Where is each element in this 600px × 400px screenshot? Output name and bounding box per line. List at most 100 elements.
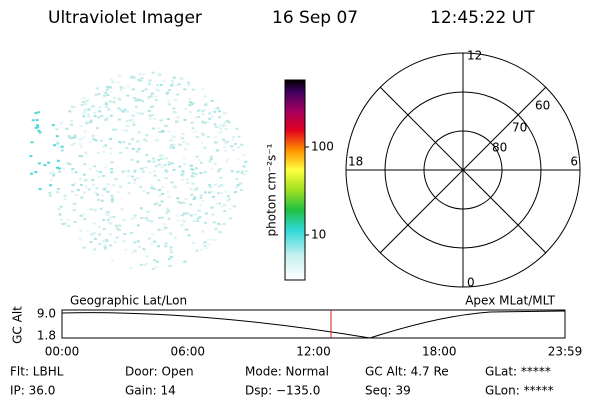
speckle (206, 135, 210, 138)
speckle (177, 119, 180, 122)
speckle (234, 143, 237, 145)
speckle (240, 189, 244, 191)
speckle (102, 174, 105, 177)
speckle (80, 155, 84, 158)
speckle (180, 77, 184, 80)
speckle (225, 158, 229, 161)
speckle (193, 213, 197, 216)
speckle (176, 219, 180, 222)
speckle (240, 171, 244, 174)
speckle (195, 187, 199, 190)
speckle (128, 142, 131, 145)
speckle (122, 140, 126, 143)
speckle (104, 101, 108, 104)
speckle (142, 190, 146, 193)
speckle (203, 241, 207, 244)
speckle (186, 181, 190, 184)
speckle (147, 109, 151, 112)
speckle (160, 83, 163, 86)
speckle (158, 194, 162, 197)
speckle (115, 227, 119, 230)
speckle (160, 158, 164, 160)
speckle (70, 171, 74, 174)
speckle (125, 110, 129, 113)
speckle (151, 233, 155, 236)
speckle (167, 163, 171, 166)
speckle (184, 107, 188, 110)
speckle (102, 219, 106, 221)
speckle (223, 140, 227, 143)
speckle (108, 152, 112, 155)
speckle (185, 178, 189, 181)
speckle (180, 174, 184, 177)
speckle (236, 170, 240, 173)
speckle (231, 139, 235, 141)
speckle (216, 107, 220, 110)
speckle (219, 123, 223, 126)
speckle (91, 178, 95, 181)
speckle (119, 85, 123, 88)
speckle (168, 264, 172, 267)
speckle (85, 121, 89, 124)
speckle (111, 81, 115, 84)
title: Ultraviolet Imager (48, 8, 202, 28)
speckle (56, 191, 60, 194)
speckle (174, 98, 178, 101)
speckle (199, 204, 203, 206)
speckle (70, 105, 74, 108)
speckle (189, 188, 193, 190)
speckle (72, 142, 76, 145)
speckle (158, 217, 161, 219)
speckle (197, 116, 201, 118)
speckle (189, 214, 193, 217)
colorbar-tick-label: 10 (311, 228, 326, 242)
speckle (152, 170, 156, 173)
speckle (112, 101, 116, 104)
speckle (157, 179, 161, 182)
speckle (154, 95, 158, 98)
speckle (150, 184, 154, 187)
speckle (109, 137, 113, 140)
speckle (114, 178, 118, 181)
speckle (108, 233, 112, 236)
speckle (102, 188, 106, 191)
speckle (139, 79, 143, 82)
speckle (60, 122, 63, 125)
speckle (117, 96, 121, 99)
speckle (155, 139, 159, 142)
colorbar-tick-label: 100 (311, 140, 334, 154)
colorbar-label: photon cm⁻²s⁻¹ (265, 143, 279, 236)
speckle (160, 165, 164, 168)
speckle (129, 267, 133, 270)
uv-image (29, 71, 248, 270)
speckle (89, 106, 93, 109)
speckle (98, 106, 102, 109)
speckle (47, 161, 51, 164)
speckle (164, 169, 168, 172)
speckle (70, 123, 73, 126)
speckle (139, 263, 143, 266)
speckle (117, 107, 121, 110)
speckle (165, 92, 169, 95)
speckle (208, 160, 212, 163)
speckle (97, 175, 101, 178)
speckle (72, 209, 76, 212)
speckle (147, 160, 151, 163)
speckle (136, 177, 140, 180)
speckle (78, 237, 82, 240)
speckle (96, 127, 100, 130)
speckle (203, 245, 207, 248)
speckle (34, 112, 38, 115)
speckle (83, 218, 87, 220)
speckle (60, 149, 64, 152)
speckle (68, 110, 72, 113)
speckle (121, 129, 125, 132)
speckle (93, 191, 97, 194)
speckle (184, 228, 188, 231)
speckle (179, 202, 183, 205)
speckle (169, 248, 173, 251)
speckle (160, 200, 164, 203)
speckle (29, 155, 33, 158)
speckle (104, 91, 108, 94)
speckle (93, 111, 97, 114)
